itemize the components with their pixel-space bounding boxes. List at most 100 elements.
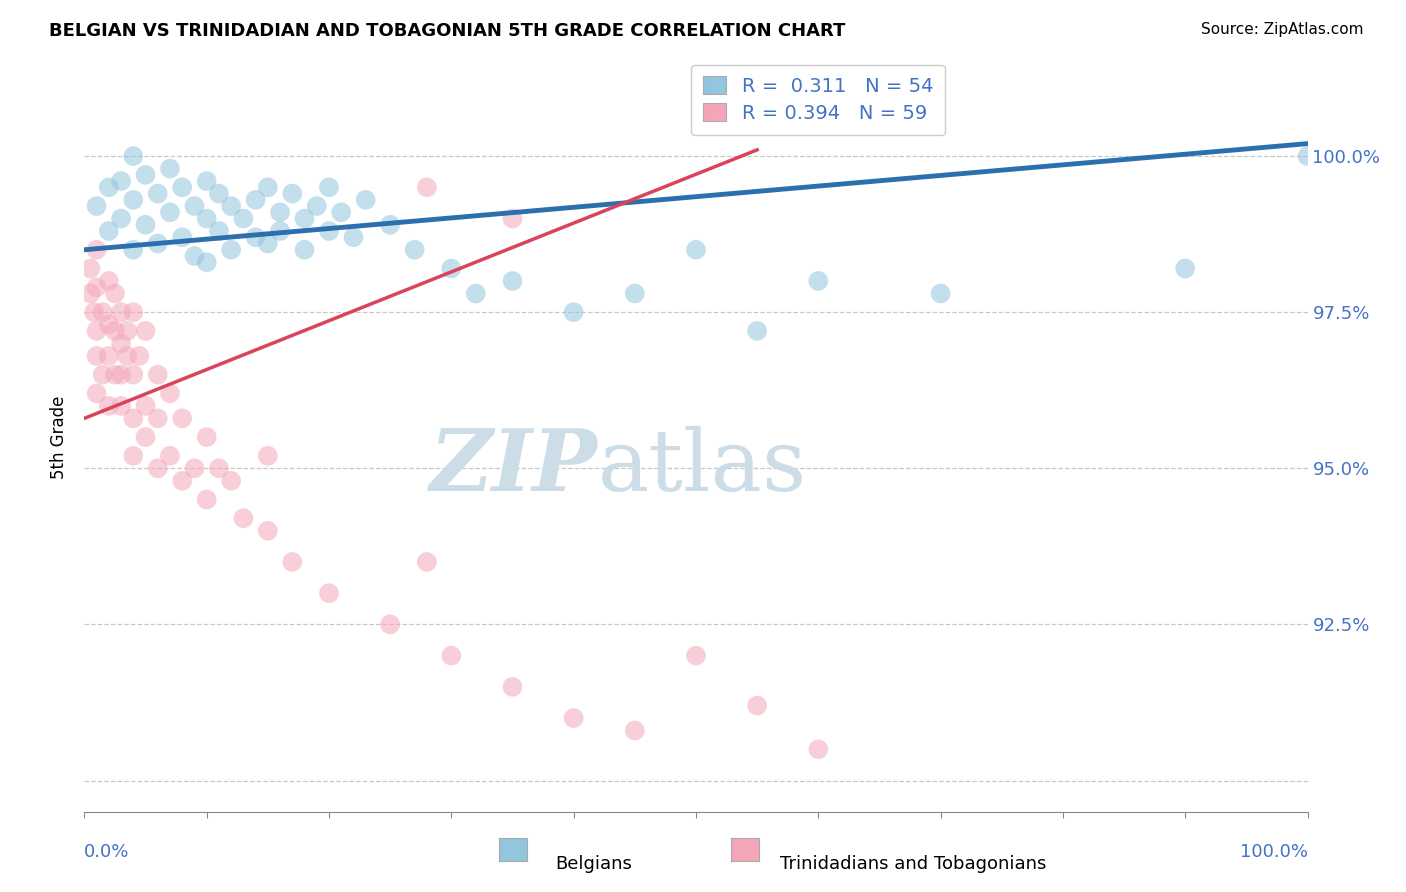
- Point: [257, 236, 280, 251]
- Point: [502, 211, 524, 226]
- Point: [195, 255, 218, 269]
- Point: [416, 180, 439, 194]
- Point: [97, 274, 120, 288]
- Point: [807, 742, 830, 756]
- Point: [294, 243, 316, 257]
- Point: [135, 168, 157, 182]
- Point: [404, 243, 426, 257]
- Point: [146, 368, 169, 382]
- Point: [195, 430, 218, 444]
- Point: [115, 324, 138, 338]
- Point: [97, 180, 120, 194]
- Point: [110, 211, 132, 226]
- Point: [110, 305, 132, 319]
- Point: [232, 511, 254, 525]
- Point: [807, 274, 830, 288]
- Point: [294, 211, 316, 226]
- Point: [747, 324, 769, 338]
- Point: [208, 224, 231, 238]
- Point: [91, 305, 114, 319]
- Point: [747, 698, 769, 713]
- Point: [128, 349, 150, 363]
- Point: [1174, 261, 1197, 276]
- Point: [685, 243, 707, 257]
- Point: [159, 449, 181, 463]
- Text: atlas: atlas: [598, 425, 807, 508]
- Point: [269, 205, 291, 219]
- Text: Source: ZipAtlas.com: Source: ZipAtlas.com: [1201, 22, 1364, 37]
- Point: [624, 286, 647, 301]
- Text: 0.0%: 0.0%: [84, 843, 129, 861]
- Point: [86, 349, 108, 363]
- Point: [208, 461, 231, 475]
- Point: [146, 411, 169, 425]
- Point: [159, 205, 181, 219]
- Point: [172, 230, 194, 244]
- Point: [122, 243, 145, 257]
- Point: [172, 411, 194, 425]
- Point: [330, 205, 353, 219]
- Point: [281, 186, 304, 201]
- Text: BELGIAN VS TRINIDADIAN AND TOBAGONIAN 5TH GRADE CORRELATION CHART: BELGIAN VS TRINIDADIAN AND TOBAGONIAN 5T…: [49, 22, 845, 40]
- Point: [502, 274, 524, 288]
- Point: [97, 224, 120, 238]
- Point: [110, 399, 132, 413]
- Point: [122, 193, 145, 207]
- Point: [146, 186, 169, 201]
- Point: [281, 555, 304, 569]
- Point: [97, 399, 120, 413]
- Point: [219, 199, 242, 213]
- Point: [110, 336, 132, 351]
- Legend: R =  0.311   N = 54, R = 0.394   N = 59: R = 0.311 N = 54, R = 0.394 N = 59: [692, 64, 945, 135]
- Point: [91, 368, 114, 382]
- Point: [172, 474, 194, 488]
- Point: [97, 318, 120, 332]
- Point: [464, 286, 486, 301]
- Point: [380, 617, 402, 632]
- Point: [86, 243, 108, 257]
- Point: [562, 711, 585, 725]
- Point: [159, 386, 181, 401]
- Point: [502, 680, 524, 694]
- Point: [122, 411, 145, 425]
- Point: [146, 461, 169, 475]
- Point: [183, 199, 205, 213]
- Point: [135, 324, 157, 338]
- Point: [318, 180, 340, 194]
- Point: [115, 349, 138, 363]
- Text: Trinidadians and Tobagonians: Trinidadians and Tobagonians: [780, 855, 1046, 872]
- Point: [135, 218, 157, 232]
- Point: [685, 648, 707, 663]
- Point: [146, 236, 169, 251]
- Point: [245, 193, 267, 207]
- Point: [195, 174, 218, 188]
- Point: [416, 555, 439, 569]
- Point: [97, 349, 120, 363]
- Point: [110, 174, 132, 188]
- Point: [159, 161, 181, 176]
- Point: [83, 305, 105, 319]
- Y-axis label: 5th Grade: 5th Grade: [51, 395, 69, 479]
- Point: [135, 399, 157, 413]
- Point: [135, 430, 157, 444]
- Point: [195, 211, 218, 226]
- Point: [318, 224, 340, 238]
- Point: [104, 286, 127, 301]
- Point: [380, 218, 402, 232]
- Text: ZIP: ZIP: [430, 425, 598, 508]
- Point: [342, 230, 364, 244]
- Point: [440, 648, 463, 663]
- Point: [104, 324, 127, 338]
- Text: Belgians: Belgians: [555, 855, 633, 872]
- Point: [110, 368, 132, 382]
- Point: [104, 368, 127, 382]
- Point: [318, 586, 340, 600]
- Point: [208, 186, 231, 201]
- Point: [86, 280, 108, 294]
- Text: 100.0%: 100.0%: [1240, 843, 1308, 861]
- Point: [219, 243, 242, 257]
- Point: [79, 286, 101, 301]
- Point: [86, 386, 108, 401]
- Point: [232, 211, 254, 226]
- Point: [183, 249, 205, 263]
